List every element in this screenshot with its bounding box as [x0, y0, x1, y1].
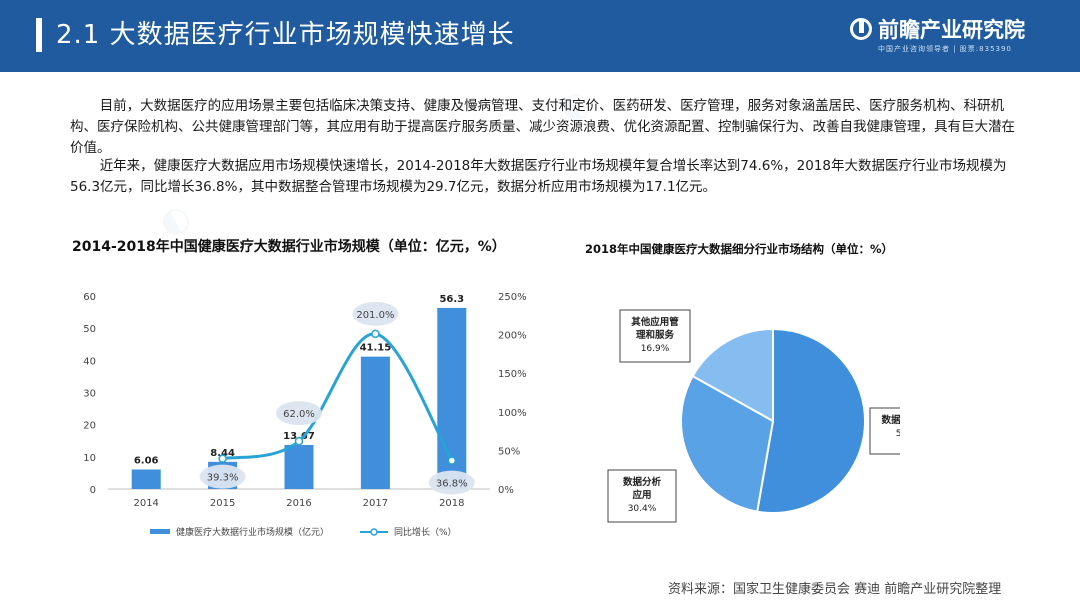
pie-slice-1	[680, 374, 775, 513]
bar-value-label: 41.15	[360, 343, 392, 354]
callout-name: 应用	[632, 489, 651, 501]
y-right-tick-label: 200%	[498, 331, 527, 342]
bar-chart-title: 2014-2018年中国健康医疗大数据行业市场规模（单位：亿元，%）	[72, 239, 506, 255]
pie-chart-title: 2018年中国健康医疗大数据细分行业市场结构（单位：%）	[585, 242, 894, 256]
callout-name: 数据整合管理	[880, 414, 900, 426]
legend-bar-swatch	[150, 529, 170, 534]
x-tick-label: 2018	[439, 498, 464, 509]
callout-box	[607, 469, 677, 523]
callout-name: 理和服务	[636, 329, 675, 341]
growth-label-bubble	[276, 401, 322, 426]
bar-value-label: 8.44	[210, 448, 235, 459]
y-left-tick-label: 30	[83, 389, 96, 400]
callout-box	[619, 309, 691, 363]
growth-label-bubble	[199, 464, 246, 489]
y-right-tick-label: 250%	[498, 292, 527, 303]
x-tick-label: 2017	[363, 498, 388, 509]
page-title: 2.1 大数据医疗行业市场规模快速增长	[56, 20, 515, 50]
growth-point-2016	[294, 436, 304, 446]
growth-point-2015	[218, 454, 227, 463]
y-left-tick-label: 0	[90, 485, 96, 496]
pie-slice-2	[691, 327, 774, 423]
x-tick-label: 2016	[286, 498, 311, 509]
pie-slice-0	[756, 327, 866, 514]
callout-name: 数据分析	[622, 476, 662, 488]
growth-label-bubble	[428, 470, 475, 495]
y-left-tick-label: 20	[83, 421, 96, 432]
growth-value-label: 62.0%	[283, 409, 315, 420]
y-right-tick-label: 150%	[498, 369, 527, 380]
y-right-tick-label: 0%	[498, 485, 514, 496]
logo-text: 前瞻产业研究院	[878, 18, 1025, 42]
y-right-tick-label: 50%	[498, 446, 520, 457]
y-left-tick-label: 10	[83, 453, 96, 464]
callout-value: 30.4%	[628, 504, 657, 514]
y-left-tick-label: 60	[83, 292, 96, 303]
growth-value-label: 36.8%	[436, 479, 468, 490]
growth-line	[222, 332, 454, 462]
source-note: 资料来源：国家卫生健康委员会 赛迪 前瞻产业研究院整理	[668, 582, 1002, 597]
x-tick-label: 2014	[133, 498, 158, 509]
header-banner: 2.1 大数据医疗行业市场规模快速增长 前瞻产业研究院 中国产业咨询领导者 | …	[0, 0, 1080, 72]
intro-paragraph: 目前，大数据医疗的应用场景主要包括临床决策支持、健康及慢病管理、支付和定价、医药…	[70, 98, 1015, 156]
bar-value-label: 6.06	[134, 456, 159, 467]
company-logo: 前瞻产业研究院 中国产业咨询领导者 | 股票:835390	[850, 14, 1040, 58]
bar-value-label: 56.3	[439, 294, 464, 305]
legend-line-label: 同比增长（%）	[394, 526, 457, 538]
y-left-tick-label: 50	[83, 324, 96, 335]
growth-point-2018	[447, 456, 457, 465]
y-left-tick-label: 40	[83, 356, 96, 367]
bar-value-label: 13.67	[283, 431, 315, 442]
growth-value-label: 39.3%	[207, 473, 239, 484]
bar-2016	[284, 445, 314, 489]
growth-label-bubble	[352, 301, 399, 326]
title-accent-bar	[36, 18, 42, 52]
growth-point-2017	[371, 329, 380, 339]
callout-value: 16.9%	[641, 344, 670, 354]
legend-bar-label: 健康医疗大数据行业市场规模（亿元）	[176, 526, 329, 538]
callout-name: 其他应用管	[631, 316, 679, 328]
logo-icon	[850, 18, 872, 40]
callout-box	[869, 407, 900, 455]
x-tick-label: 2015	[210, 498, 235, 509]
growth-paragraph: 近年来，健康医疗大数据应用市场规模快速增长，2014-2018年大数据医疗行业市…	[70, 158, 1007, 195]
growth-value-label: 201.0%	[356, 310, 394, 321]
callout-value: 52.8%	[896, 429, 900, 439]
market-size-combo-chart: 0 10 20 30 40 50 60 0% 50% 100% 150% 200% 250% 6.06 8.…	[83, 292, 527, 538]
legend-line-marker	[370, 528, 378, 536]
y-right-tick-label: 100%	[498, 408, 527, 419]
bar-2014	[131, 469, 161, 489]
logo-subtext: 中国产业咨询领导者 | 股票:835390	[878, 45, 1012, 53]
bar-2017	[360, 356, 390, 489]
